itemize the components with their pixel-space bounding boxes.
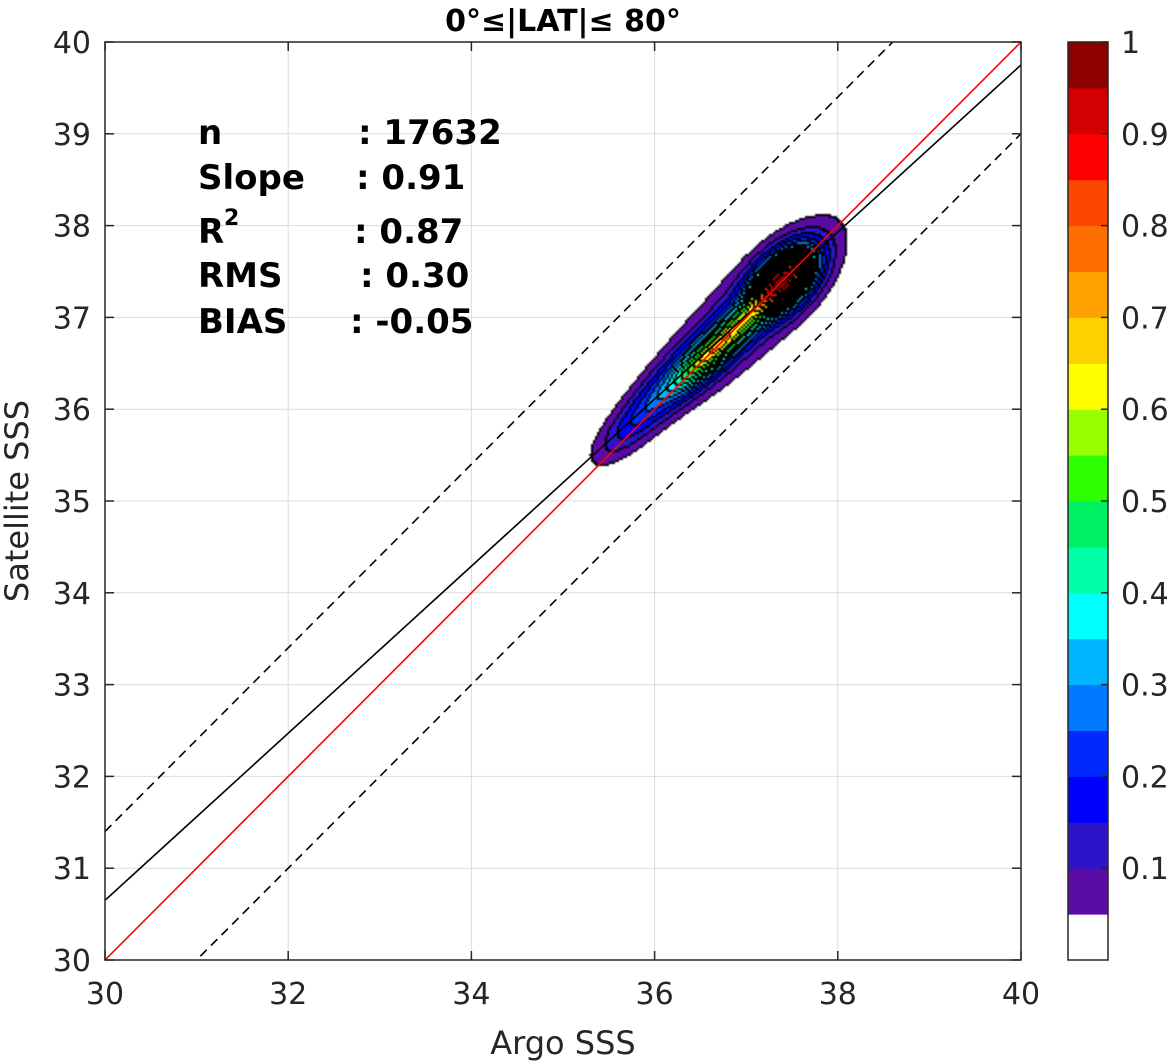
y-tick-label: 33	[53, 669, 91, 704]
colorbar-segment	[1068, 546, 1108, 594]
stat-r2-value: : 0.87	[354, 212, 463, 252]
colorbar-segment	[1068, 684, 1108, 731]
y-tick-label: 37	[53, 301, 91, 336]
x-tick-label: 30	[86, 977, 124, 1012]
y-tick-label: 31	[53, 852, 91, 887]
x-axis-label: Argo SSS	[490, 1024, 635, 1062]
colorbar-tick-label: 0.3	[1121, 669, 1169, 704]
colorbar-tick-label: 0.9	[1121, 118, 1169, 153]
colorbar-segment	[1068, 225, 1108, 272]
y-tick-label: 32	[53, 760, 91, 795]
fit-line	[105, 64, 1021, 901]
colorbar-ticks: 0.1 0.2 0.3 0.4 0.5 0.6 0.7 0.8 0.9 1	[1101, 26, 1169, 887]
upper-band-line	[105, 42, 894, 833]
colorbar-segment	[1068, 501, 1108, 548]
colorbar-segment	[1068, 730, 1108, 777]
colorbar-segment	[1068, 133, 1108, 181]
reference-lines	[105, 42, 1021, 960]
lower-band-line	[195, 133, 1021, 960]
stat-slope-value: : 0.91	[356, 158, 465, 198]
colorbar-tick-label: 0.8	[1121, 210, 1169, 245]
colorbar-segment	[1068, 592, 1108, 640]
y-tick-label: 36	[53, 393, 91, 428]
stat-n-value: : 17632	[358, 113, 502, 153]
y-tick-label: 35	[53, 485, 91, 520]
colorbar-tick-label: 0.2	[1121, 760, 1169, 795]
colorbar-segment	[1068, 409, 1108, 456]
colorbar-segment	[1068, 776, 1108, 823]
stat-rms-label: RMS	[198, 256, 283, 296]
stat-slope-label: Slope	[198, 158, 305, 198]
stat-n-label: n	[198, 113, 222, 153]
x-tick-label: 36	[636, 977, 674, 1012]
stat-r2-superscript: 2	[224, 206, 239, 231]
colorbar-segment	[1068, 868, 1108, 915]
one-to-one-line	[105, 42, 1021, 960]
y-tick-label: 34	[53, 577, 91, 612]
colorbar-tick-label: 0.5	[1121, 485, 1169, 520]
y-tick-labels: 30 31 32 33 34 35 36 37 38 39 40	[53, 26, 91, 979]
colorbar-tick-label: 0.4	[1121, 577, 1169, 612]
y-tick-label: 40	[53, 26, 91, 61]
stat-rms-value: : 0.30	[360, 256, 469, 296]
colorbar-segment	[1068, 363, 1108, 410]
y-tick-label: 30	[53, 944, 91, 979]
y-tick-label: 39	[53, 118, 91, 153]
x-tick-label: 34	[452, 977, 490, 1012]
colorbar-tick-label: 0.6	[1121, 393, 1169, 428]
x-tick-label: 38	[819, 977, 857, 1012]
statistics-box: n : 17632 Slope : 0.91 R 2 : 0.87 RMS : …	[198, 113, 502, 342]
y-tick-label: 38	[53, 210, 91, 245]
x-tick-label: 40	[1002, 977, 1040, 1012]
colorbar-segment	[1068, 87, 1108, 135]
x-tick-labels: 30 32 34 36 38 40	[86, 977, 1040, 1012]
stat-bias-value: : -0.05	[350, 302, 473, 342]
stat-bias-label: BIAS	[198, 302, 287, 342]
chart-title: 0°≤|LAT|≤ 80°	[445, 4, 681, 39]
colorbar-segment	[1068, 271, 1108, 318]
colorbar-tick-label: 0.1	[1121, 852, 1169, 887]
y-axis-label: Satellite SSS	[0, 400, 36, 602]
colorbar-tick-label: 1	[1121, 26, 1140, 61]
colorbar-segment	[1068, 822, 1108, 869]
colorbar-segment	[1068, 638, 1108, 686]
colorbar	[1068, 42, 1108, 961]
axis-ticks	[104, 41, 1022, 961]
colorbar-segment	[1068, 42, 1108, 89]
colorbar-tick-label: 0.7	[1121, 301, 1169, 336]
colorbar-segment	[1068, 317, 1108, 364]
colorbar-segment	[1068, 179, 1108, 227]
colorbar-segment	[1068, 914, 1108, 961]
colorbar-segment	[1068, 455, 1108, 502]
stat-r2-label: R	[198, 212, 224, 252]
x-tick-label: 32	[269, 977, 307, 1012]
